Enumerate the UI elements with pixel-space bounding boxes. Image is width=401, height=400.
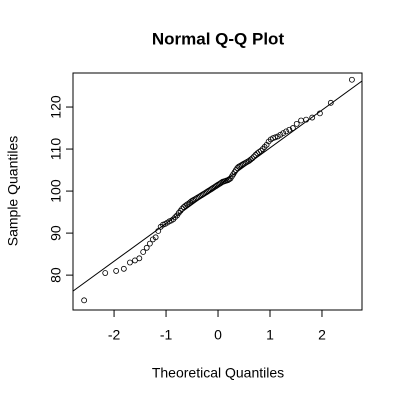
y-tick-label: 110 [48, 138, 64, 161]
point [152, 234, 159, 241]
point [277, 131, 284, 138]
plot-frame [72, 72, 363, 311]
y-tick-label: 80 [48, 267, 64, 283]
point [272, 134, 279, 141]
y-tick-label: 120 [48, 95, 64, 119]
point [188, 198, 195, 205]
point [247, 156, 254, 163]
point [257, 147, 264, 154]
x-tick-label: -2 [108, 327, 121, 343]
point [250, 153, 257, 160]
x-tick-label: 2 [318, 327, 326, 343]
point [303, 116, 310, 123]
point [127, 259, 133, 266]
point [289, 125, 296, 131]
point [120, 265, 127, 272]
x-tick-label: 0 [214, 327, 222, 343]
point [283, 128, 290, 135]
point [235, 163, 242, 170]
point [113, 268, 120, 274]
point [172, 214, 179, 221]
point [293, 120, 300, 127]
point [316, 110, 323, 117]
point [136, 255, 143, 262]
x-tick-label: -1 [160, 327, 173, 343]
point [238, 162, 245, 168]
point [155, 228, 162, 234]
point [309, 114, 316, 121]
point [249, 155, 256, 162]
point [146, 240, 153, 247]
point [194, 194, 201, 201]
point [252, 152, 259, 158]
x-tick-label: 1 [266, 327, 274, 343]
point [143, 244, 150, 251]
point [286, 126, 293, 133]
point [192, 195, 199, 202]
chart-title: Normal Q-Q Plot [152, 29, 285, 48]
point [190, 197, 196, 204]
point [191, 196, 198, 203]
point [298, 117, 304, 124]
point [179, 205, 186, 212]
point [102, 270, 109, 276]
point [280, 130, 287, 136]
point [349, 76, 355, 83]
y-tick-label: 100 [48, 179, 64, 203]
point [140, 249, 147, 255]
y-tick-label: 90 [48, 225, 64, 241]
point [240, 161, 246, 168]
point [256, 149, 262, 155]
y-axis-label: Sample Quantiles [5, 136, 21, 247]
x-axis-label: Theoretical Quantiles [152, 365, 284, 381]
point [81, 297, 88, 304]
point [327, 99, 334, 106]
point [237, 162, 244, 169]
